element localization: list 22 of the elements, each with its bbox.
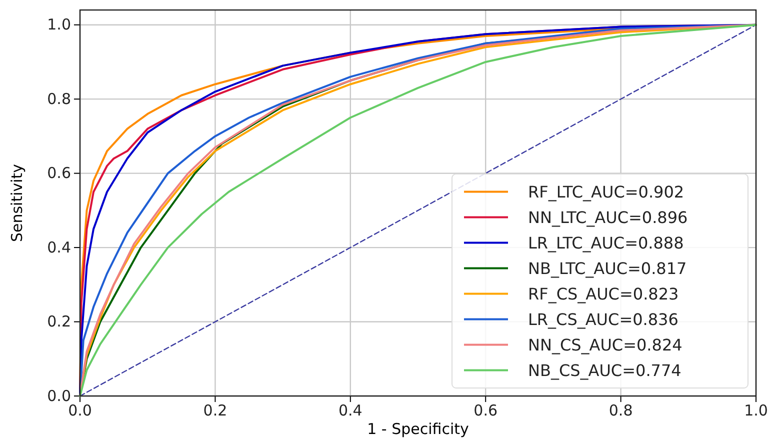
legend-label: NN_CS_AUC=0.824 (528, 335, 682, 354)
x-tick-label: 0.6 (474, 402, 498, 420)
x-tick-label: 0.2 (203, 402, 228, 420)
y-tick-label: 0.2 (47, 312, 71, 331)
legend-label: LR_CS_AUC=0.836 (528, 310, 678, 329)
legend-label: RF_CS_AUC=0.823 (528, 284, 679, 304)
legend-label: RF_LTC_AUC=0.902 (528, 182, 684, 202)
x-axis-title: 1 - Specificity (367, 420, 470, 438)
y-tick-label: 0.4 (47, 238, 71, 256)
x-tick-label: 0.0 (68, 402, 92, 420)
x-tick-label: 0.8 (608, 402, 633, 420)
legend-label: NN_LTC_AUC=0.896 (528, 208, 688, 227)
y-tick-label: 0.6 (47, 164, 71, 182)
legend-label: NB_CS_AUC=0.774 (528, 360, 682, 380)
y-tick-label: 1.0 (47, 16, 71, 34)
y-tick-label: 0.8 (47, 90, 71, 108)
y-tick-label: 0.0 (47, 386, 71, 405)
legend-label: LR_LTC_AUC=0.888 (528, 233, 684, 252)
x-tick-label: 1.0 (744, 402, 768, 420)
legend-label: NB_LTC_AUC=0.817 (528, 258, 687, 278)
x-tick-label: 0.4 (338, 402, 362, 420)
y-axis-title: Sensitivity (8, 164, 26, 242)
